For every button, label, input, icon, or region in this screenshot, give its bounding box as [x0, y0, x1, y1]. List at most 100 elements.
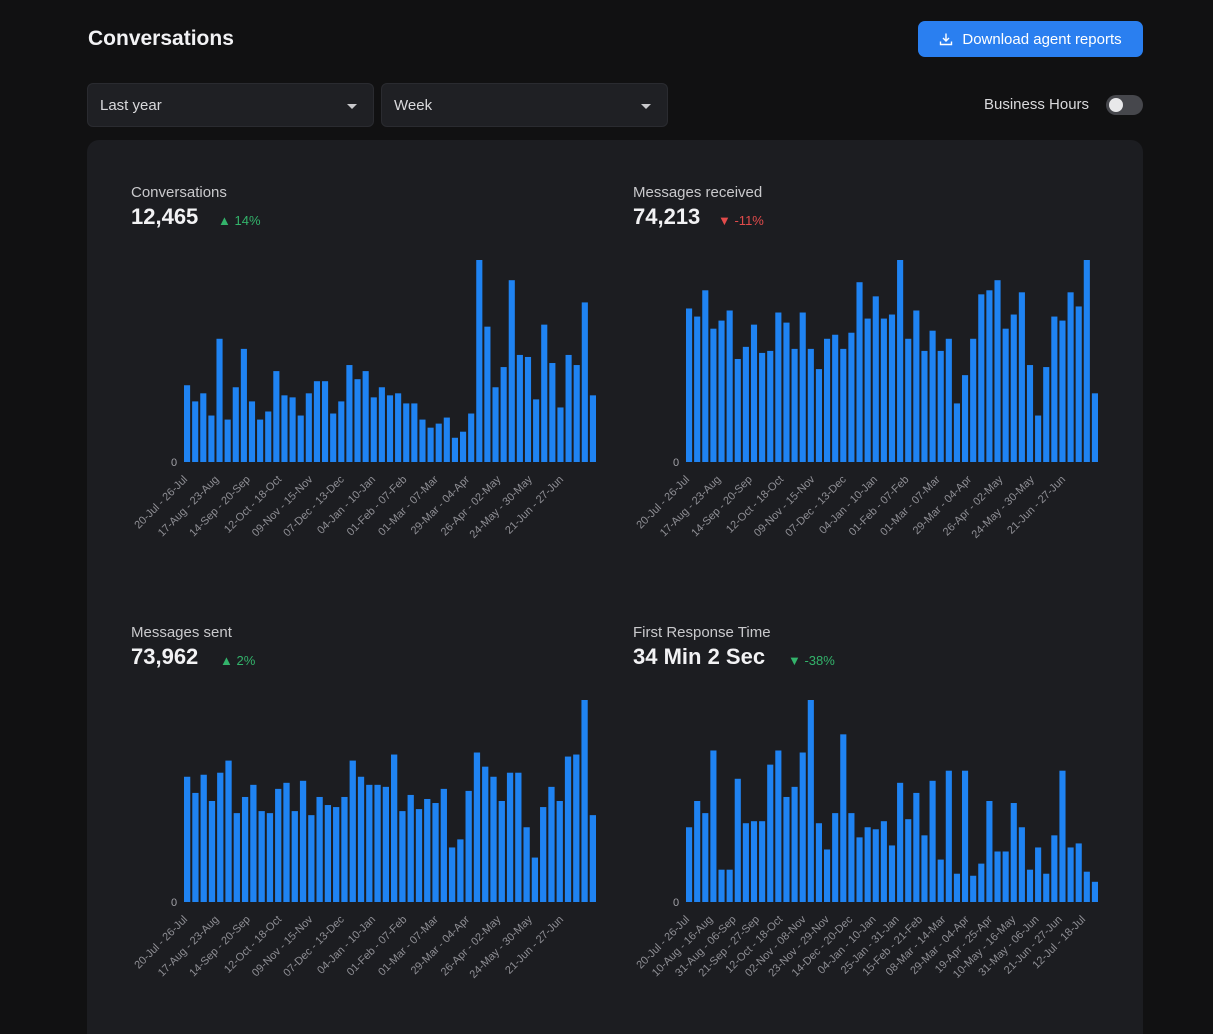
chart-bar — [856, 837, 863, 902]
chart-bar — [783, 322, 790, 462]
chart-bar — [225, 760, 232, 902]
metric-label: Messages sent — [131, 624, 232, 641]
chart-bar — [750, 324, 758, 462]
chart-bar — [241, 796, 249, 902]
chart-bar — [443, 417, 450, 462]
metric-value: 74,213 — [633, 204, 701, 229]
chart-bar — [432, 803, 439, 902]
chart-bar — [362, 371, 369, 462]
chart-bar — [1010, 314, 1017, 462]
chart-bar — [702, 290, 709, 462]
chart-bar — [240, 348, 247, 462]
chart-bar — [232, 387, 239, 462]
chart-bar — [767, 350, 774, 462]
chart-bar — [978, 863, 985, 902]
chart-bar — [316, 796, 323, 902]
chart-bar — [192, 401, 199, 462]
business-hours-toggle[interactable] — [1106, 95, 1143, 115]
chart-bar — [686, 827, 693, 902]
chart-bar — [258, 811, 265, 902]
chart-bar — [742, 346, 749, 462]
chart-bar — [734, 778, 741, 902]
download-agent-reports-button[interactable]: Download agent reports — [918, 21, 1143, 57]
chart-bar — [589, 815, 596, 902]
chart-bar — [694, 801, 701, 902]
date-range-select[interactable]: Last year — [87, 83, 374, 127]
chart-bar — [581, 700, 588, 902]
chart-bar — [484, 326, 491, 462]
chart-bar — [767, 764, 774, 902]
chart-bar — [1026, 869, 1034, 902]
chart-bar — [565, 354, 572, 462]
chart-bar — [289, 397, 296, 462]
chart-bar — [710, 750, 717, 902]
chart-bar — [265, 411, 272, 462]
chart-bar — [929, 780, 936, 902]
chart-bar — [357, 776, 365, 902]
chart-bar — [686, 308, 693, 462]
chart-bar — [374, 784, 381, 902]
chart-bar — [702, 813, 709, 902]
chart-bar — [500, 367, 507, 462]
chart-bar — [937, 350, 944, 462]
chart-bar — [815, 369, 822, 462]
metric-label: First Response Time — [633, 624, 771, 641]
chart-bar — [1051, 316, 1058, 462]
chart-bar — [750, 821, 758, 902]
chart-bar — [897, 260, 904, 462]
chart-bar — [299, 780, 307, 902]
metric-delta: ▼ -11% — [718, 213, 764, 228]
chart-bar — [556, 801, 563, 902]
grouping-select[interactable]: Week — [381, 83, 668, 127]
chart-bar — [564, 756, 572, 902]
chart-bar — [200, 393, 207, 462]
metric-card-messages-received: Messages received 74,213 ▼ -11% 0 20-Jul … — [633, 184, 1153, 604]
chart-bar — [533, 399, 540, 462]
y-tick-label: 0 — [171, 897, 177, 909]
chart-bar — [250, 784, 257, 902]
chart-bar — [338, 401, 345, 462]
chart-bar — [492, 387, 499, 462]
chart-bar — [506, 772, 514, 902]
chart-bar — [1075, 306, 1082, 462]
chart-bar — [929, 330, 936, 462]
chart-bar — [435, 423, 442, 462]
chart-bar — [953, 873, 960, 902]
chart-bar — [905, 338, 912, 462]
chart-bar — [427, 427, 434, 462]
chart-bar — [482, 766, 489, 902]
x-tick-label: 20-Jul - 26-Jul — [132, 914, 190, 972]
date-range-value: Last year — [100, 96, 162, 114]
chart-bar — [1067, 292, 1074, 462]
chart-bar — [775, 312, 782, 462]
chart-bar — [856, 282, 863, 462]
chart-bar — [962, 375, 969, 462]
chart-bar — [541, 324, 548, 462]
metric-label: Conversations — [131, 184, 227, 201]
metric-delta: ▲ 14% — [218, 213, 261, 228]
chart-bar — [848, 332, 855, 462]
chart-bar — [791, 786, 798, 902]
chart-bar — [333, 807, 340, 902]
chart-bar — [815, 823, 822, 902]
chart-bar — [718, 320, 725, 462]
chart-bar — [1002, 851, 1009, 902]
chart-bar — [308, 815, 315, 902]
chart-bar — [1059, 770, 1066, 902]
chart-bar — [807, 700, 814, 902]
chart-bar — [275, 788, 282, 902]
metric-card-conversations: Conversations 12,465 ▲ 14% 0 20-Jul - 26-… — [131, 184, 651, 604]
caret-down-icon — [641, 104, 651, 109]
chart-bar — [465, 790, 472, 902]
download-button-label: Download agent reports — [962, 30, 1122, 48]
chart-bar — [888, 314, 896, 462]
metric-delta: ▼ -38% — [788, 653, 835, 668]
chart-bar — [1035, 847, 1042, 902]
chart-bar — [297, 415, 304, 462]
chart-bar — [346, 365, 353, 462]
chart-bar — [1018, 827, 1025, 902]
chart-bar — [921, 350, 928, 462]
chart-bar — [411, 403, 418, 462]
chart-bar — [468, 413, 475, 462]
chart-bar — [523, 827, 530, 902]
